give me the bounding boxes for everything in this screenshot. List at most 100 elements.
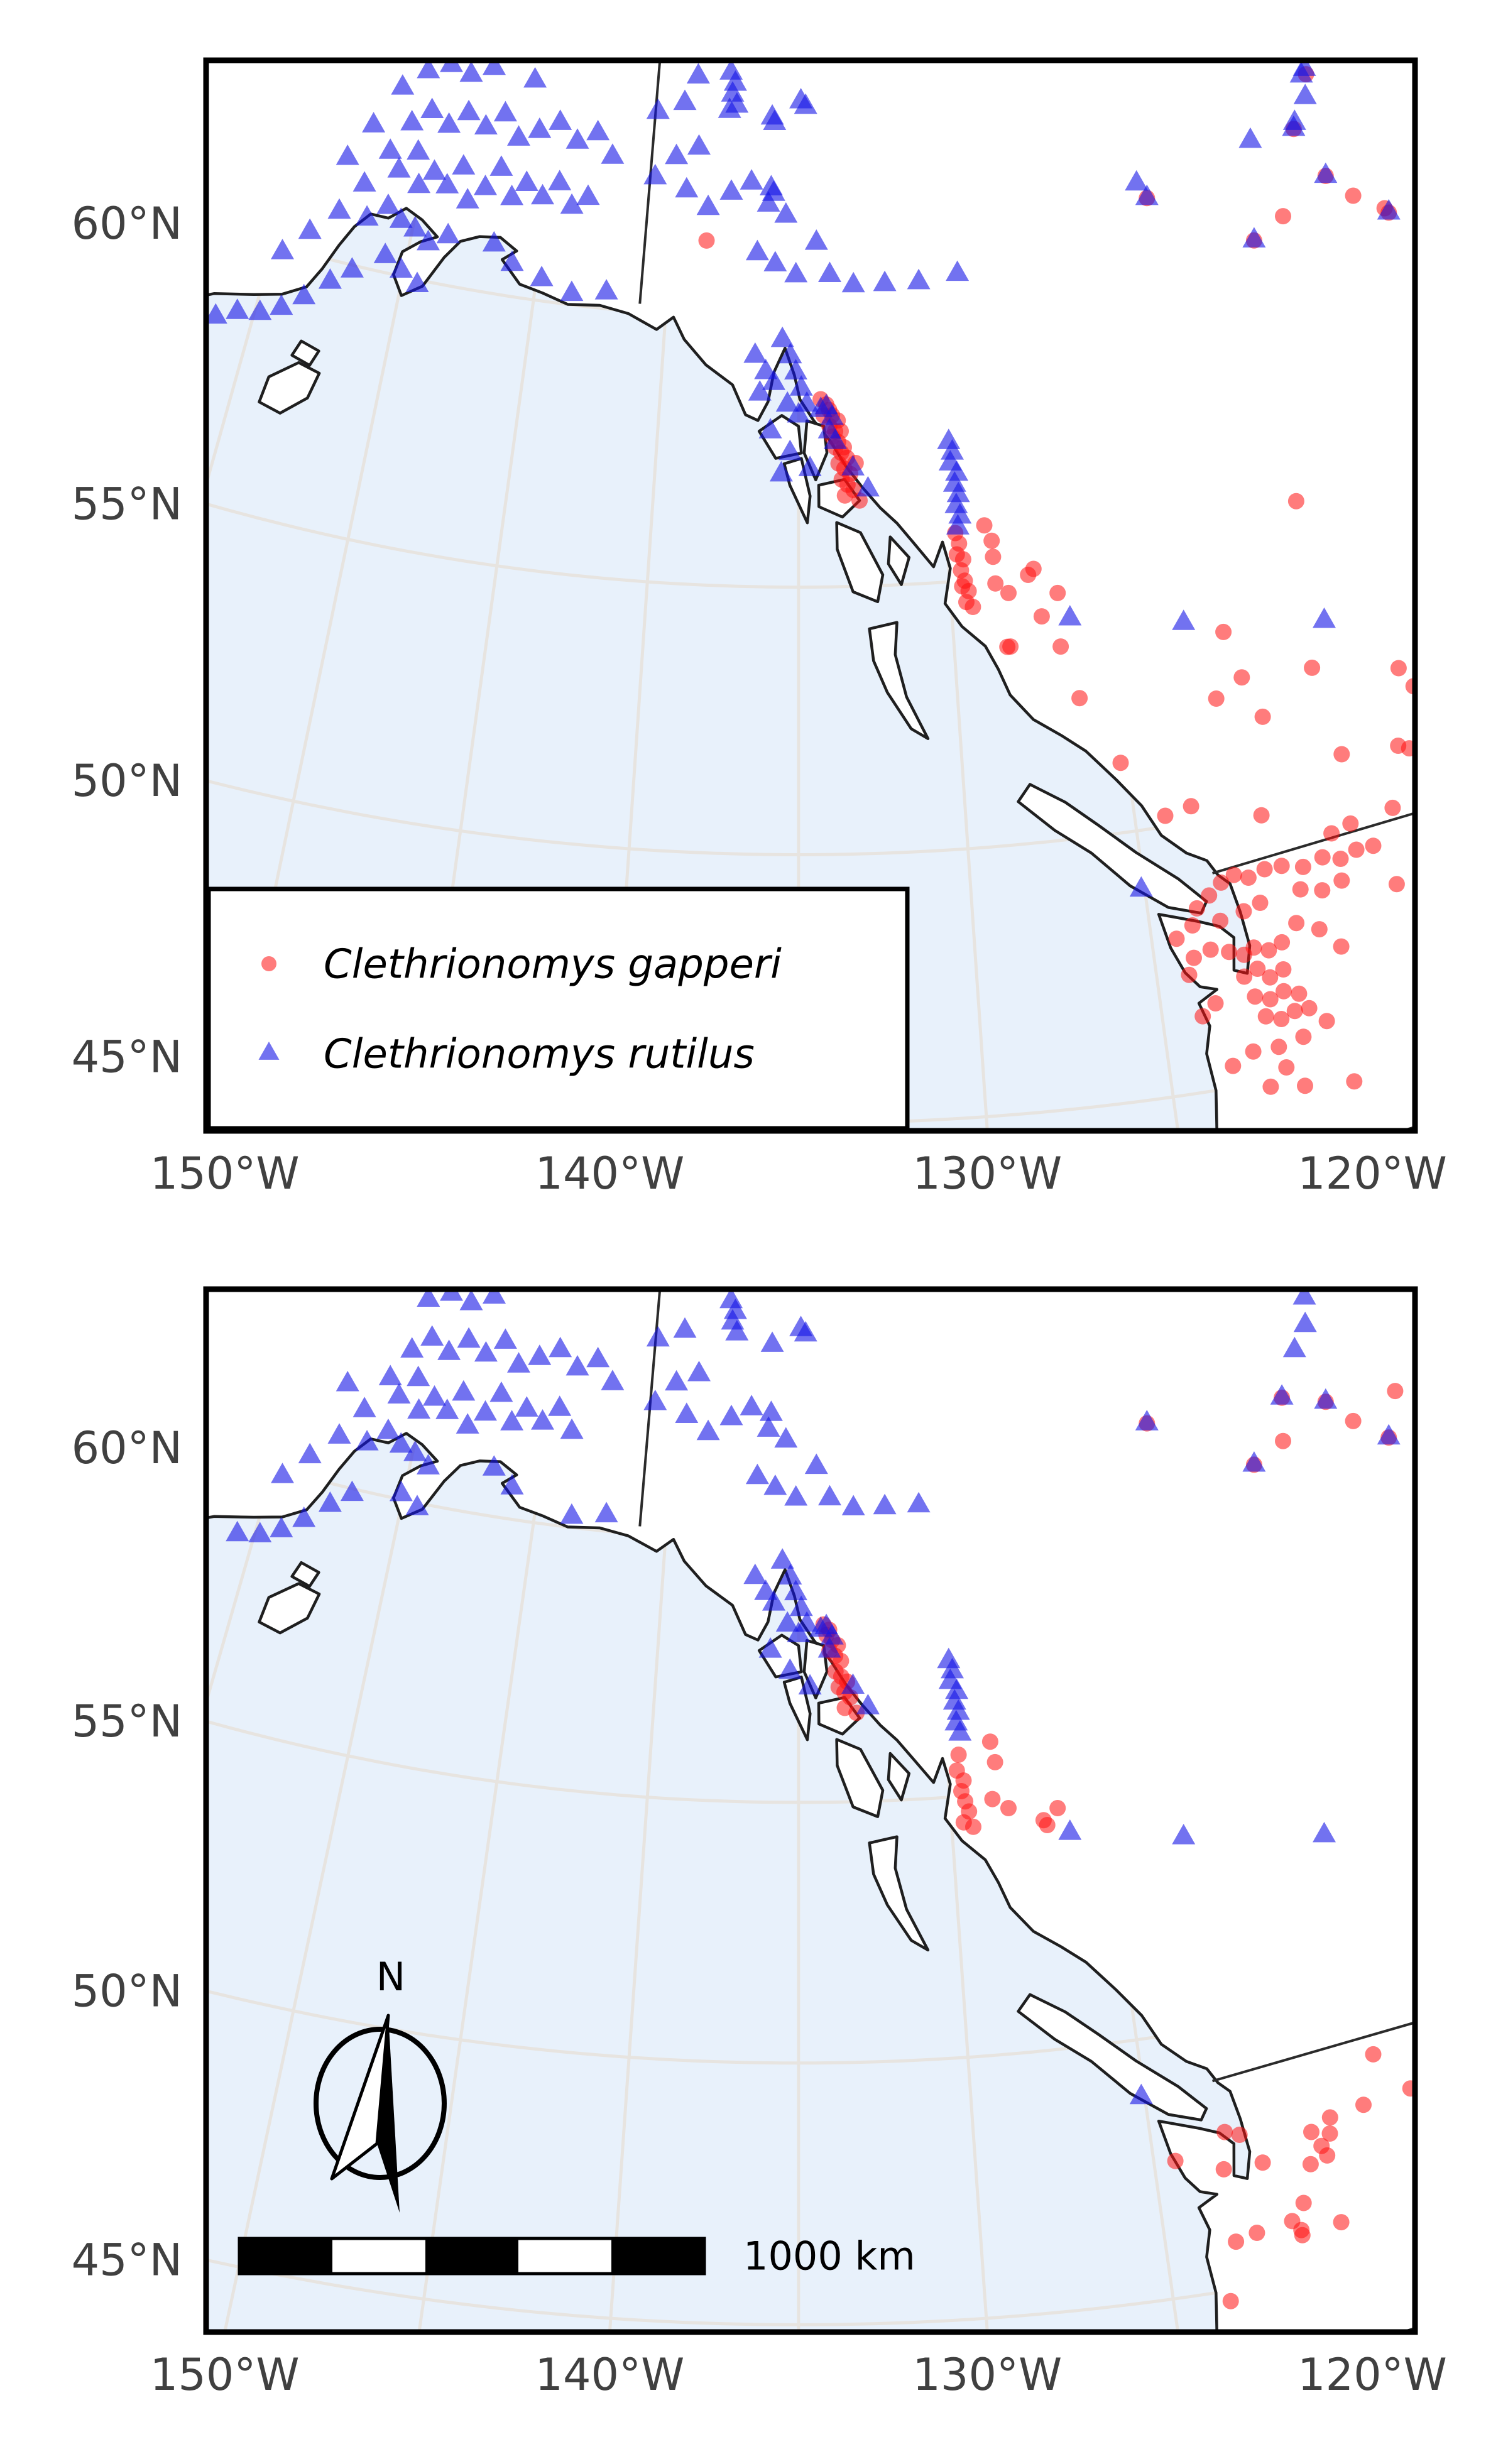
occurrence-point-gapperi [1184, 917, 1201, 934]
occurrence-point-gapperi [964, 599, 981, 615]
occurrence-point-gapperi [1212, 913, 1228, 929]
occurrence-point-gapperi [1245, 939, 1262, 956]
occurrence-point-gapperi [1345, 1413, 1362, 1429]
y-tick-label: 50°N [72, 1966, 182, 2017]
occurrence-point-gapperi [1322, 2109, 1338, 2125]
occurrence-point-gapperi [1276, 983, 1292, 1000]
occurrence-point-gapperi [1226, 867, 1242, 883]
occurrence-point-gapperi [1049, 585, 1066, 601]
legend-marker-circle-icon [261, 956, 276, 971]
occurrence-point-gapperi [1275, 961, 1291, 978]
occurrence-point-gapperi [1245, 1044, 1262, 1060]
occurrence-point-gapperi [1278, 1059, 1294, 1076]
occurrence-point-gapperi [1287, 1003, 1303, 1019]
occurrence-point-gapperi [1295, 859, 1311, 875]
occurrence-point-gapperi [1294, 2227, 1311, 2243]
legend-label-rutilus: Clethrionomys rutilus [324, 1031, 755, 1077]
occurrence-point-gapperi [1323, 826, 1340, 842]
occurrence-point-gapperi [1275, 208, 1291, 224]
occurrence-point-gapperi [1203, 942, 1219, 958]
scale-bar-label: 1000 km [743, 2233, 915, 2279]
occurrence-point-gapperi [1297, 1077, 1313, 1094]
occurrence-point-gapperi [1295, 1028, 1311, 1045]
occurrence-point-gapperi [1052, 638, 1069, 655]
y-tick-label: 50°N [72, 755, 182, 807]
occurrence-point-gapperi [1216, 2161, 1232, 2178]
occurrence-point-gapperi [1355, 2096, 1372, 2113]
occurrence-point-gapperi [1345, 188, 1362, 204]
occurrence-point-gapperi [1002, 638, 1019, 655]
occurrence-point-gapperi [1183, 798, 1199, 814]
occurrence-point-gapperi [1169, 930, 1185, 947]
occurrence-point-gapperi [1333, 851, 1349, 867]
occurrence-point-gapperi [1167, 2153, 1184, 2169]
occurrence-point-gapperi [1252, 895, 1269, 911]
y-tick-label: 45°N [72, 2235, 182, 2286]
occurrence-point-gapperi [1391, 660, 1407, 677]
occurrence-point-gapperi [1216, 2124, 1233, 2140]
occurrence-point-gapperi [984, 1791, 1000, 1807]
occurrence-point-gapperi [1247, 988, 1263, 1005]
legend-box [209, 889, 907, 1128]
scale-bar-segment [425, 2238, 518, 2274]
occurrence-point-gapperi [1365, 837, 1382, 854]
occurrence-point-gapperi [1255, 2154, 1271, 2171]
occurrence-point-gapperi [1319, 2147, 1335, 2164]
occurrence-point-gapperi [1333, 873, 1350, 889]
occurrence-point-gapperi [1235, 903, 1252, 920]
occurrence-point-gapperi [965, 1819, 981, 1835]
occurrence-point-gapperi [1384, 800, 1401, 816]
x-tick-label: 140°W [535, 2349, 684, 2401]
occurrence-point-gapperi [1039, 1817, 1056, 1833]
occurrence-point-gapperi [983, 533, 1000, 549]
occurrence-point-gapperi [1208, 690, 1225, 707]
occurrence-point-gapperi [1450, 988, 1466, 1005]
occurrence-point-gapperi [1248, 2225, 1265, 2241]
occurrence-point-gapperi [1025, 561, 1042, 577]
occurrence-point-gapperi [1333, 2214, 1350, 2230]
occurrence-point-gapperi [1304, 660, 1320, 676]
occurrence-point-gapperi [1000, 1800, 1017, 1816]
occurrence-point-gapperi [1225, 1058, 1241, 1074]
occurrence-point-gapperi [1365, 2046, 1382, 2063]
occurrence-point-gapperi [1303, 2156, 1319, 2172]
x-tick-label: 150°W [150, 1148, 300, 1199]
occurrence-point-gapperi [1389, 876, 1405, 892]
map-legend: Clethrionomys gapperi Clethrionomys rutil… [209, 889, 907, 1128]
occurrence-point-gapperi [1314, 882, 1330, 898]
occurrence-point-gapperi [1215, 624, 1232, 640]
legend-label-gapperi: Clethrionomys gapperi [324, 941, 782, 988]
scale-bar-segment [239, 2238, 332, 2274]
occurrence-point-gapperi [976, 517, 993, 533]
occurrence-point-gapperi [982, 1733, 998, 1750]
x-tick-label: 120°W [1298, 2349, 1447, 2401]
occurrence-point-gapperi [1000, 585, 1017, 601]
occurrence-point-gapperi [1034, 608, 1050, 624]
x-tick-label: 120°W [1298, 1148, 1447, 1199]
y-tick-label: 60°N [72, 198, 182, 249]
occurrence-point-gapperi [1189, 900, 1205, 917]
occurrence-point-gapperi [1296, 2195, 1312, 2211]
occurrence-point-gapperi [1181, 967, 1198, 983]
occurrence-point-gapperi [1292, 881, 1309, 898]
occurrence-point-gapperi [699, 232, 715, 249]
occurrence-point-gapperi [1291, 986, 1307, 1002]
scale-bar-segment [611, 2238, 704, 2274]
occurrence-point-gapperi [1254, 807, 1270, 824]
occurrence-point-gapperi [1288, 493, 1304, 510]
occurrence-point-gapperi [1472, 1016, 1489, 1032]
occurrence-point-gapperi [1301, 1000, 1318, 1017]
occurrence-point-gapperi [1311, 921, 1328, 937]
x-tick-label: 150°W [150, 2349, 300, 2401]
occurrence-point-gapperi [987, 575, 1003, 592]
occurrence-point-gapperi [1157, 808, 1174, 824]
scale-bar: 1000 km [239, 2233, 915, 2279]
occurrence-point-gapperi [987, 1754, 1003, 1770]
occurrence-point-gapperi [1274, 934, 1290, 951]
x-tick-label: 130°W [912, 2349, 1062, 2401]
occurrence-point-gapperi [1342, 815, 1358, 832]
x-tick-label: 130°W [912, 1148, 1062, 1199]
x-tick-label: 140°W [535, 1148, 684, 1199]
